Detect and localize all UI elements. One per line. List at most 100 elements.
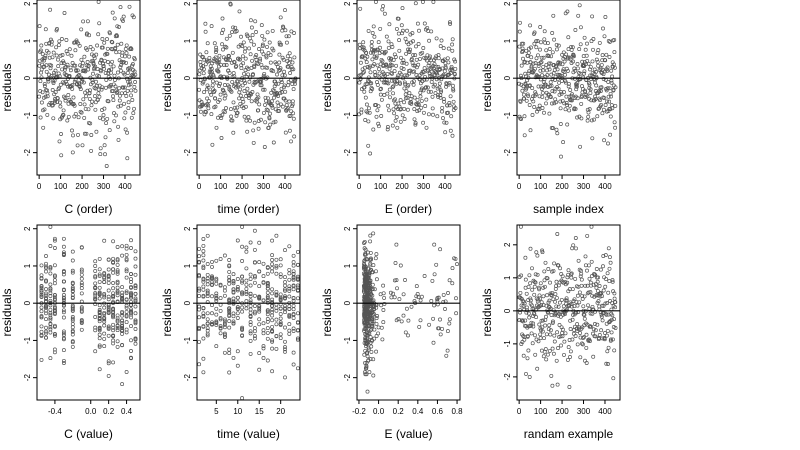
data-point [252,311,257,316]
data-point [528,45,533,50]
data-point [291,87,296,92]
data-point [39,290,44,295]
data-point [129,88,134,93]
data-point [97,285,102,290]
data-point [556,346,560,351]
data-point [93,100,98,105]
data-point [389,70,394,75]
data-point [523,277,528,282]
data-point [289,67,294,72]
data-point [216,64,221,69]
data-point [429,79,434,84]
data-point [591,354,596,359]
data-point [533,333,537,338]
data-point [210,282,214,287]
data-point [432,272,437,277]
data-point [450,266,455,271]
data-point [439,38,444,43]
data-point [257,367,262,372]
data-point [230,79,235,84]
data-point [594,292,599,297]
data-point [418,298,423,303]
data-point [243,56,248,61]
data-point [598,89,603,93]
data-point [559,90,564,94]
y-axis-label: residuals [480,63,494,111]
data-point [222,321,227,326]
data-point [538,281,543,286]
data-point [201,249,206,254]
data-point [225,57,230,62]
data-point [546,300,551,305]
data-point [357,80,362,85]
data-point [112,16,117,21]
data-point [70,322,75,326]
data-point [111,333,116,338]
data-point [586,110,591,115]
data-point [115,318,120,323]
data-point [601,311,606,316]
data-point [426,63,431,68]
data-point [562,59,567,64]
data-point [379,114,384,118]
data-point [79,306,84,311]
data-point [89,103,94,108]
data-point [430,106,435,111]
data-point [124,305,129,310]
data-point [79,245,84,250]
data-point [70,332,75,337]
data-point [533,272,538,277]
data-point [372,336,377,341]
data-point [89,148,94,153]
data-point [371,357,376,362]
data-point [530,341,535,346]
data-point [372,34,377,39]
data-point [438,93,443,98]
data-point [455,262,459,267]
data-point [129,307,133,312]
data-point [362,89,367,94]
data-point [555,67,560,72]
data-point [609,78,614,83]
data-point [96,91,101,96]
data-point [201,294,206,299]
data-point [205,294,210,299]
data-point [283,8,287,13]
data-point [98,69,103,74]
data-point [257,269,262,274]
data-point [92,94,97,99]
data-point [415,97,420,102]
data-point [43,53,48,58]
data-point [524,291,529,296]
data-point [518,290,523,295]
data-point [365,341,370,346]
data-point [596,63,601,68]
data-point [451,99,456,104]
data-point [248,307,253,312]
data-point [438,332,443,337]
data-point [414,57,419,62]
data-point [111,64,116,69]
data-point [252,336,257,341]
data-point [227,347,232,352]
data-point [261,274,266,279]
data-point [588,290,593,295]
data-point [61,295,66,300]
data-point [371,373,376,378]
data-point [60,53,65,57]
data-point [44,305,48,310]
data-point [536,84,541,89]
data-point [535,299,540,304]
data-point [519,63,524,68]
data-point [52,296,57,301]
data-point [391,107,396,112]
data-point [545,352,550,357]
data-point [118,5,123,10]
data-point [247,79,252,84]
data-point [97,315,102,320]
data-point [123,54,127,59]
data-point [265,317,270,321]
data-point [270,269,275,274]
data-point [578,331,583,335]
